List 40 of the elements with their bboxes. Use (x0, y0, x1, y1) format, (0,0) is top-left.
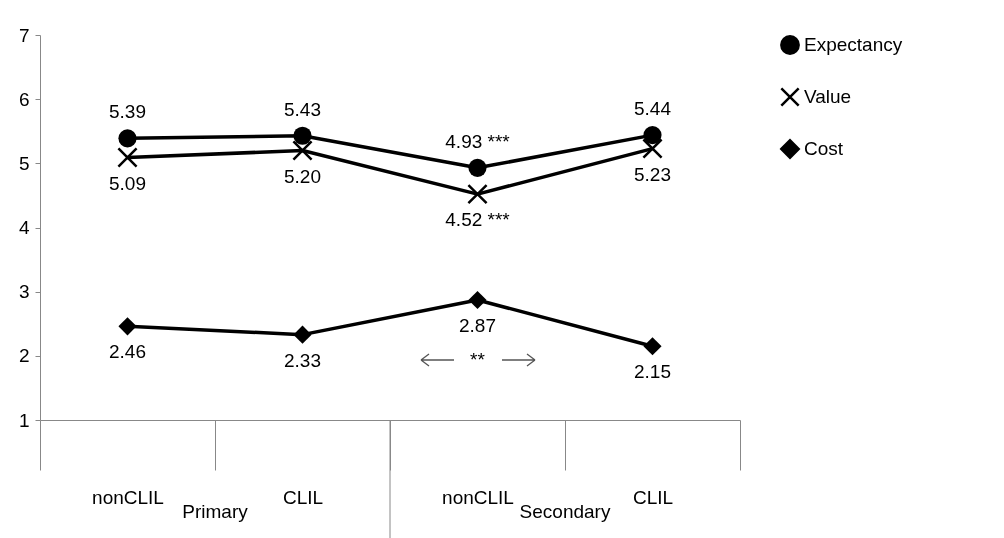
data-label: 5.23 (634, 163, 671, 185)
point (118, 317, 137, 336)
data-label: 4.52 *** (445, 209, 511, 231)
data-label: 5.09 (109, 172, 146, 194)
point (292, 140, 313, 161)
x-tick-label: CLIL (282, 486, 324, 508)
data-label: 5.20 (284, 165, 321, 187)
point (118, 129, 137, 148)
x-tick-label: CLIL (632, 486, 674, 508)
y-tick-label: 7 (18, 24, 30, 46)
y-tick-label: 3 (18, 281, 30, 303)
data-label: 5.39 (109, 101, 146, 123)
text: Secondary (519, 501, 611, 522)
data-label: 4.93 *** (445, 130, 511, 152)
point (468, 290, 487, 310)
y-tick-label: 5 (18, 152, 30, 174)
x-tick-label: nonCLIL (442, 486, 514, 508)
legend-label: Value (804, 86, 852, 107)
point (643, 337, 662, 356)
data-label: 2.15 (634, 361, 671, 383)
data-label: 5.43 (284, 98, 321, 120)
point (293, 325, 312, 344)
point (468, 158, 487, 177)
point (293, 126, 312, 145)
y-tick-label: 2 (18, 345, 30, 367)
legend-label: Expectancy (804, 34, 903, 55)
y-tick-label: 4 (18, 217, 30, 238)
data-label: 2.87 ** (459, 315, 496, 371)
y-tick-label: 6 (18, 88, 30, 110)
data-label: 2.46 (109, 341, 146, 363)
legend-label: Cost (804, 138, 844, 159)
data-label: 2.33 (284, 349, 321, 371)
point (642, 138, 663, 159)
point (643, 126, 662, 145)
data-label: 5.44 (634, 98, 672, 120)
y-tick-label: 1 (18, 409, 30, 431)
point (117, 147, 138, 168)
x-tick-label: nonCLIL (92, 486, 164, 508)
point (467, 183, 488, 205)
text: Primary (182, 501, 249, 522)
